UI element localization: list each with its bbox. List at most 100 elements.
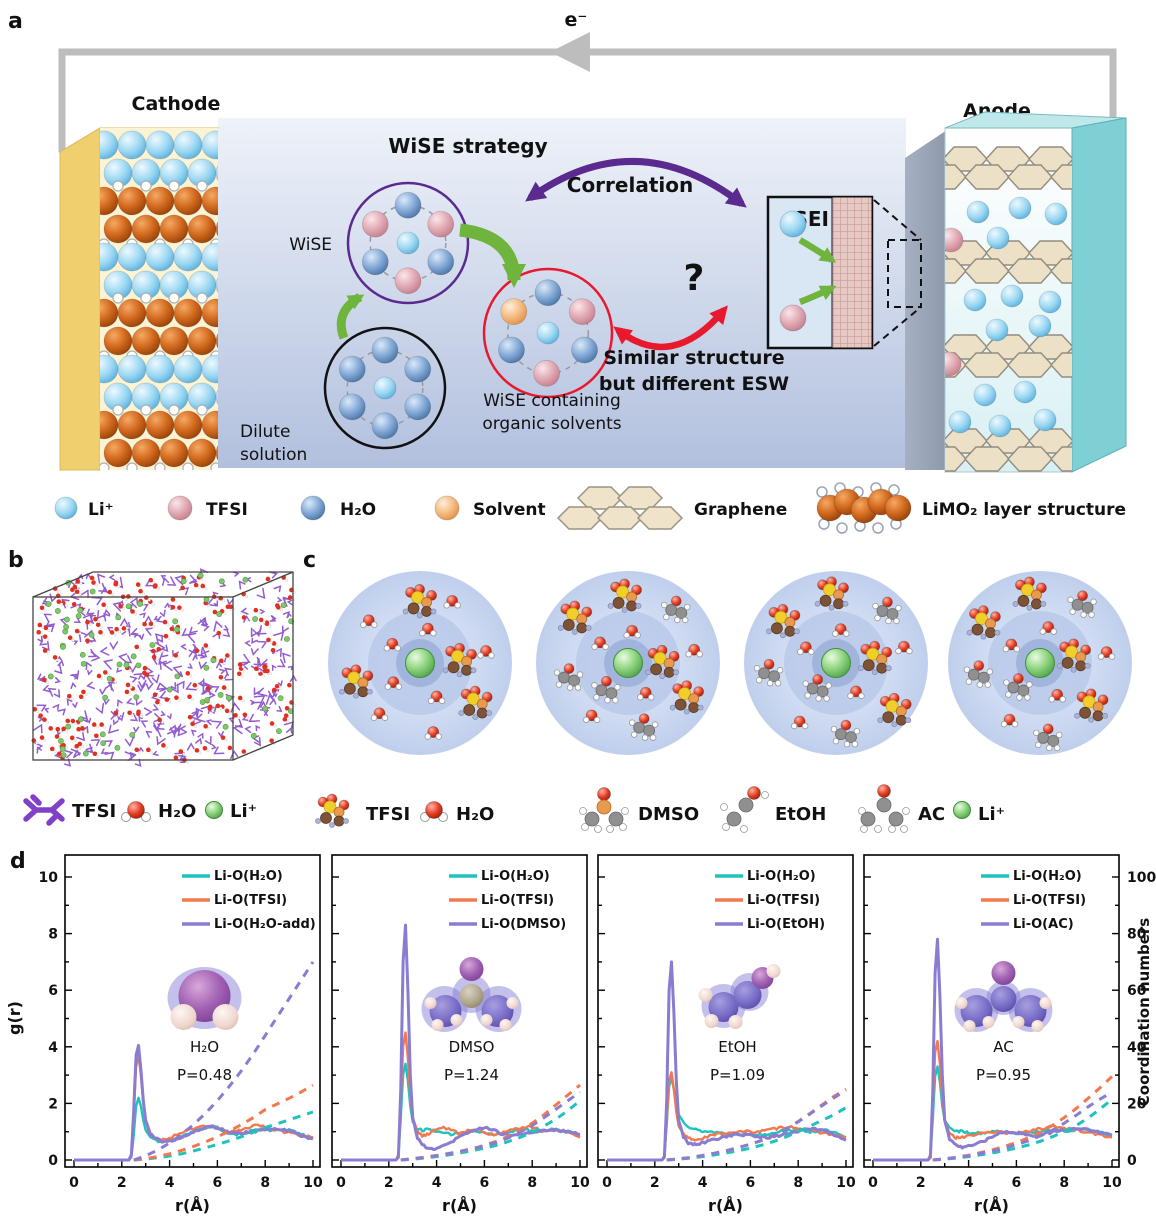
panel-a-legend: Li⁺ TFSI H₂O Solvent Graphene LiMO₂ l	[54, 482, 1126, 534]
li-ion-green-icon	[953, 801, 971, 819]
sei-zoom-bracket	[873, 199, 922, 347]
svg-text:4: 4	[48, 1040, 58, 1056]
svg-text:4: 4	[698, 1175, 708, 1191]
svg-text:4: 4	[964, 1175, 974, 1191]
legend-entry: Li-O(H₂O)	[747, 869, 816, 884]
question-arrow-icon	[613, 305, 728, 351]
gofr-subplot: 0 2 4 6 8 10020406080100r(Å)ACP=0.95Li-O(H₂O)…	[863, 854, 1156, 1215]
panel-a: e⁻ a Cathode Anode WiSE strategy Correla…	[8, 9, 1127, 534]
wise-solvation-circle	[346, 181, 470, 305]
gofr-subplot: 0 2 4 6 8 10 r(Å) EtOH P=1.09 Li-O(H₂O) Li-O(TFSI)…	[597, 854, 856, 1215]
sei-tfsi-ion	[779, 304, 807, 332]
li-legend-label: Li⁺	[88, 500, 114, 520]
svg-text:2: 2	[384, 1175, 394, 1191]
md-simulation-box	[31, 568, 297, 768]
svg-text:6: 6	[746, 1175, 756, 1191]
svg-text:20: 20	[1127, 1096, 1147, 1112]
panel-c-label: c	[303, 548, 316, 573]
svg-text:8: 8	[793, 1175, 803, 1191]
tfsi-molecule-icon	[315, 793, 350, 828]
legend-entry: Li-O(H₂O-add)	[214, 917, 316, 932]
b-h2o-label: H₂O	[158, 801, 196, 822]
svg-text:8: 8	[260, 1175, 270, 1191]
electron-flow-arrow-icon	[550, 32, 590, 72]
panel-d-label: d	[10, 849, 26, 874]
legend-entry: Li-O(EtOH)	[747, 917, 825, 932]
p-value-label: P=1.24	[444, 1066, 499, 1084]
solvation-shell	[948, 571, 1132, 755]
dilute-solution-circle	[323, 326, 447, 450]
c-h2o-label: H₂O	[456, 804, 494, 825]
svg-text:6: 6	[1012, 1175, 1022, 1191]
svg-text:10: 10	[303, 1175, 323, 1191]
anode-graphene-stack	[945, 146, 1072, 472]
chart-curves	[873, 937, 1114, 1162]
svg-text:2: 2	[48, 1096, 58, 1112]
svg-text:10: 10	[39, 870, 59, 886]
h2o-molecule-icon	[121, 801, 151, 822]
y-axis-label: g(r)	[5, 1001, 24, 1035]
electron-label: e⁻	[565, 9, 588, 31]
svg-text:40: 40	[1127, 1040, 1147, 1056]
chart-curves	[341, 923, 581, 1162]
svg-text:r(Å): r(Å)	[708, 1196, 743, 1215]
b-tfsi-label: TFSI	[72, 801, 116, 822]
li-ion-green-icon	[205, 801, 223, 819]
solvent-legend-label: Solvent	[473, 500, 546, 520]
li-to-sei-arrow-icon	[798, 237, 837, 263]
sei-inset-box: SEI	[766, 195, 874, 350]
svg-text:0: 0	[602, 1175, 612, 1191]
h2o-legend-label: H₂O	[340, 500, 376, 520]
dilute-label-line1: Dilute	[240, 422, 290, 442]
legend-entry: Li-O(TFSI)	[1013, 893, 1086, 908]
dilute-label-line2: solution	[240, 445, 307, 465]
svg-text:8: 8	[1059, 1175, 1069, 1191]
svg-text:2: 2	[916, 1175, 926, 1191]
molecule-label: H₂O	[190, 1038, 219, 1056]
cathode-electrode	[58, 127, 220, 471]
dilute-to-wise-arrow-icon	[336, 293, 365, 340]
c-li-label: Li⁺	[978, 804, 1005, 825]
wise-label: WiSE	[289, 235, 332, 255]
wise-strategy-label: WiSE strategy	[388, 134, 547, 158]
svg-text:10: 10	[1102, 1175, 1122, 1191]
graphene-icon	[556, 486, 684, 530]
organic-wise-circle	[482, 267, 614, 399]
svg-text:6: 6	[48, 983, 58, 999]
dmso-density-molecule	[421, 957, 522, 1032]
question-mark: ?	[684, 258, 705, 299]
panel-a-label: a	[8, 9, 23, 34]
solvation-shell	[536, 571, 720, 755]
svg-text:100: 100	[1127, 870, 1156, 886]
legend-entry: Li-O(TFSI)	[747, 893, 820, 908]
legend-entry: Li-O(AC)	[1013, 917, 1074, 932]
svg-text:r(Å): r(Å)	[175, 1196, 210, 1215]
cathode-layer-spheres	[100, 130, 218, 470]
svg-text:r(Å): r(Å)	[974, 1196, 1009, 1215]
svg-text:8: 8	[527, 1175, 537, 1191]
graphene-legend-label: Graphene	[694, 500, 787, 520]
dmso-molecule-icon	[579, 787, 629, 833]
ac-molecule-icon	[858, 784, 910, 833]
correlation-label: Correlation	[567, 173, 693, 197]
legend-entry: Li-O(TFSI)	[214, 893, 287, 908]
panels-b-c: b c TFSI H₂O Li⁺ TFSI H₂O DMSO EtOH AC L…	[8, 548, 1132, 833]
legend-entry: Li-O(H₂O)	[481, 869, 550, 884]
p-value-label: P=0.48	[177, 1066, 232, 1084]
ac-density-molecule	[954, 961, 1053, 1032]
svg-text:4: 4	[432, 1175, 442, 1191]
solvation-shell	[744, 571, 928, 755]
anode-electrode	[905, 111, 1127, 473]
gofr-subplots: 0 2 4 6 8 100246810r(Å)H₂OP=0.48Li-O(H₂O)Li-O…	[39, 854, 1156, 1215]
svg-text:8: 8	[48, 927, 58, 943]
panel-b-label: b	[8, 548, 24, 573]
p-value-label: P=1.09	[710, 1066, 765, 1084]
legend-entry: Li-O(H₂O)	[214, 869, 283, 884]
svg-text:4: 4	[165, 1175, 175, 1191]
svg-text:2: 2	[117, 1175, 127, 1191]
svg-text:0: 0	[48, 1153, 58, 1169]
tfsi-icon	[167, 495, 193, 521]
molecule-label: AC	[993, 1038, 1013, 1056]
p-value-label: P=0.95	[976, 1066, 1031, 1084]
